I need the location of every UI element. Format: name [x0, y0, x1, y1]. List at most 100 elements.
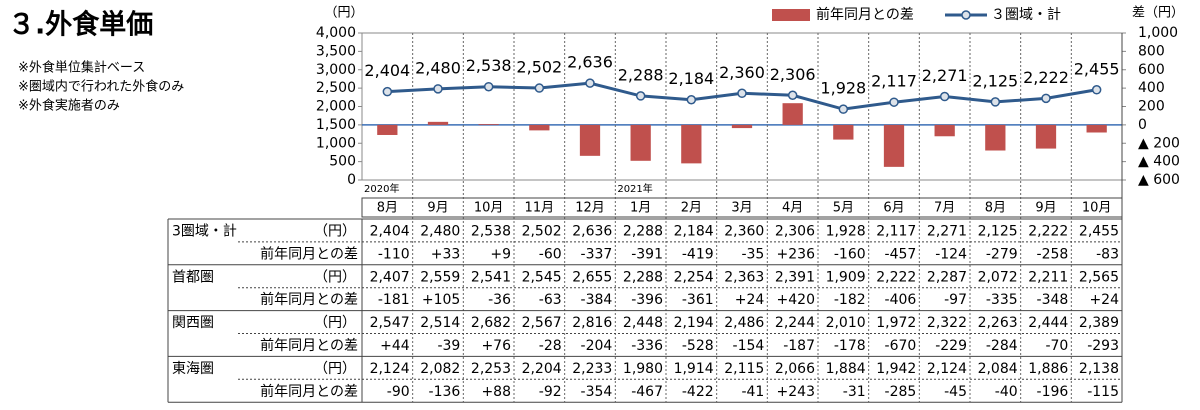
- data-label: 2,125: [972, 71, 1018, 90]
- bar: [377, 124, 398, 135]
- table-cell: -36: [488, 292, 511, 308]
- point: [1041, 93, 1051, 104]
- row-unit: （円）: [314, 315, 356, 331]
- table-cell: +76: [481, 338, 511, 354]
- legend-marker: [961, 10, 971, 20]
- table-cell: 2,391: [775, 269, 815, 285]
- table-cell: 1,914: [674, 361, 714, 377]
- point: [787, 90, 798, 101]
- table-cell: +105: [422, 292, 460, 308]
- table-cell: 2,306: [775, 223, 815, 239]
- row-label: 前年同月との差: [260, 291, 358, 308]
- table-cell: -45: [944, 384, 967, 400]
- table-cell: 1,886: [1028, 361, 1068, 377]
- data-label: 2,636: [567, 53, 613, 72]
- table-cell: -90: [387, 384, 410, 400]
- point: [889, 97, 899, 107]
- table-cell: 2,360: [724, 223, 764, 239]
- data-label: 2,360: [719, 63, 765, 82]
- y2-tick-label: ▲ 600: [1138, 172, 1180, 188]
- table-cell: 2,271: [927, 223, 967, 239]
- table-cell: 2,263: [978, 315, 1018, 331]
- bar: [731, 124, 753, 129]
- note: ※圏域内で行われた外食のみ: [18, 79, 184, 95]
- bar: [883, 124, 905, 167]
- table-cell: 2,184: [674, 223, 714, 239]
- table-cell: 2,547: [370, 315, 410, 331]
- point: [483, 81, 494, 92]
- x-tick-label: 5月: [833, 201, 854, 216]
- table-cell: -293: [1087, 338, 1119, 354]
- bar: [985, 124, 1006, 151]
- x-tick-label: 10月: [474, 201, 504, 216]
- y-tick-label: 2,000: [316, 99, 356, 115]
- data-label: 2,306: [770, 65, 816, 84]
- table-cell: 2,194: [674, 315, 714, 331]
- data-label: 1,928: [820, 79, 866, 98]
- table-cell: -115: [1087, 384, 1119, 400]
- data-label: 2,117: [871, 72, 917, 91]
- table-cell: 2,117: [876, 223, 916, 239]
- y-tick-label: 0: [347, 172, 356, 188]
- table-cell: 2,124: [927, 361, 967, 377]
- table-cell: -229: [935, 338, 967, 354]
- table-cell: 2,655: [572, 269, 612, 285]
- table-cell: 2,407: [370, 269, 410, 285]
- x-tick-label: 4月: [782, 201, 803, 216]
- plot-frame: [361, 32, 1123, 181]
- table-cell: 1,980: [623, 361, 663, 377]
- y-tick-label: 3,000: [316, 62, 356, 78]
- table-cell: 2,288: [623, 223, 663, 239]
- table-cell: 2,567: [522, 315, 562, 331]
- y2-tick-label: 800: [1138, 43, 1165, 59]
- table-cell: -31: [843, 384, 866, 400]
- data-label: 2,288: [618, 65, 664, 84]
- table-cell: 2,404: [370, 223, 410, 239]
- point: [838, 104, 849, 114]
- y-tick-label: 1,500: [316, 117, 356, 133]
- table-cell: +24: [735, 292, 765, 308]
- year-label: 2020年: [364, 182, 399, 195]
- table-cell: -154: [733, 338, 765, 354]
- table-cell: 2,322: [927, 315, 967, 331]
- note: ※外食単位集計ベース: [18, 60, 145, 76]
- table-cell: 2,559: [420, 269, 460, 285]
- y2-tick-label: ▲ 400: [1138, 154, 1180, 170]
- table-cell: -467: [631, 384, 663, 400]
- bar: [934, 124, 955, 137]
- legend-label: 前年同月との差: [816, 6, 914, 23]
- bar: [681, 124, 702, 164]
- legend-label: ３圏域・計: [991, 7, 1061, 23]
- table-cell: -348: [1037, 292, 1069, 308]
- table-cell: -335: [986, 292, 1018, 308]
- x-tick-label: 8月: [377, 201, 398, 216]
- bar: [1035, 124, 1057, 149]
- table-cell: -110: [378, 246, 410, 262]
- table-cell: -457: [885, 246, 917, 262]
- y2-tick-label: 400: [1138, 80, 1165, 96]
- table-cell: +236: [777, 246, 816, 262]
- bar: [1086, 124, 1107, 133]
- x-tick-label: 3月: [731, 201, 752, 216]
- bar: [529, 124, 550, 131]
- row-label: 3圏域・計: [172, 223, 237, 239]
- data-label: 2,222: [1023, 68, 1069, 87]
- table-cell: -196: [1037, 384, 1069, 400]
- table-cell: -28: [539, 338, 562, 354]
- x-tick-label: 7月: [934, 201, 955, 216]
- table-cell: -384: [581, 292, 613, 308]
- table-cell: 2,538: [471, 223, 511, 239]
- row-unit: （円）: [314, 361, 356, 377]
- table-cell: 2,363: [724, 269, 764, 285]
- table-cell: -187: [783, 338, 815, 354]
- row-label: 前年同月との差: [260, 337, 358, 354]
- table-cell: -35: [741, 246, 764, 262]
- point: [990, 97, 1001, 107]
- table-cell: -182: [834, 292, 866, 308]
- table-cell: -284: [986, 338, 1018, 354]
- bar: [630, 124, 651, 161]
- table-cell: 2,204: [522, 361, 562, 377]
- table-cell: -396: [631, 292, 663, 308]
- x-tick-label: 8月: [985, 201, 1006, 216]
- data-label: 2,480: [415, 58, 461, 77]
